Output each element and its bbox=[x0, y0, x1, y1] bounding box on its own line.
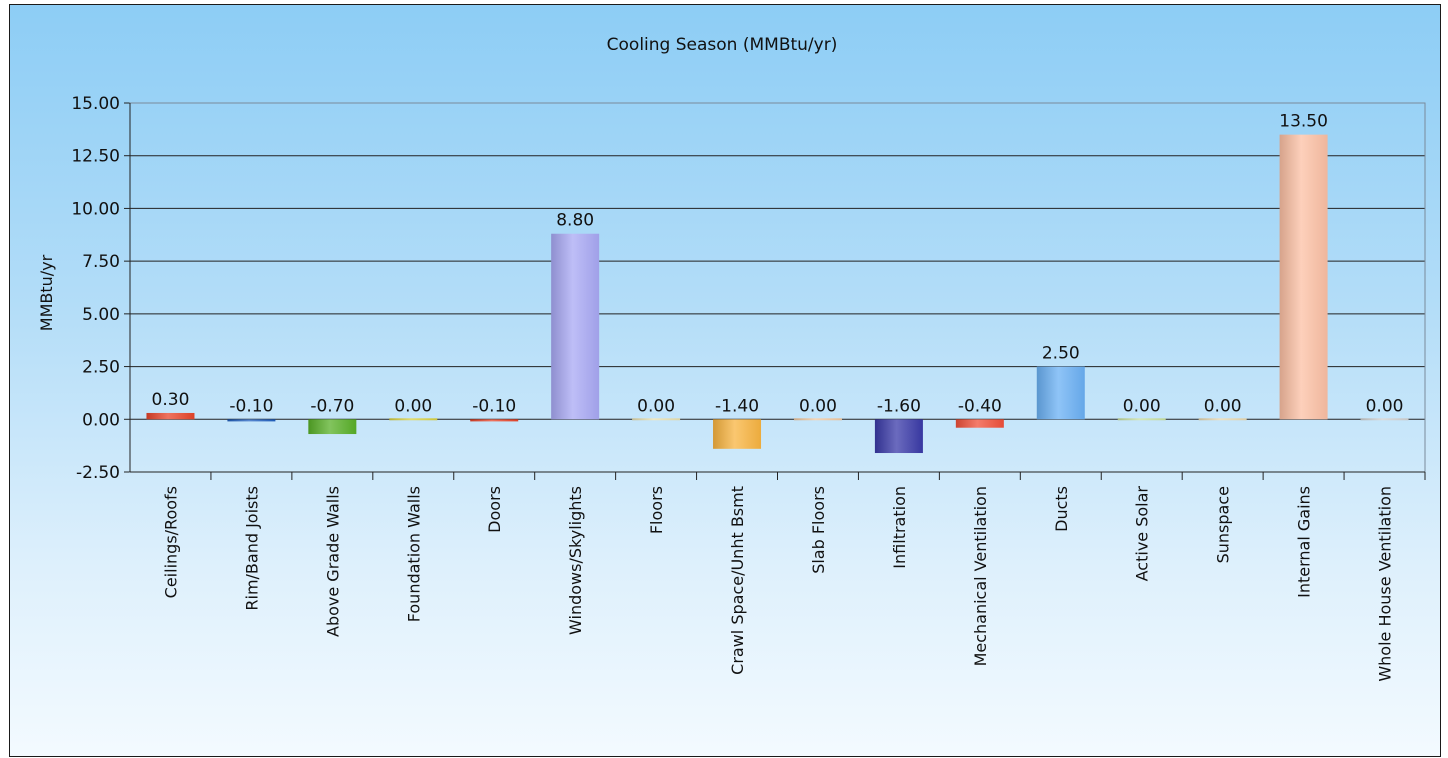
x-category-label: Whole House Ventilation bbox=[1376, 486, 1395, 682]
bar-value-label: -1.60 bbox=[877, 396, 921, 416]
x-category-label: Windows/Skylights bbox=[566, 486, 585, 635]
chart-title: Cooling Season (MMBtu/yr) bbox=[607, 35, 838, 55]
bar-value-label: 2.50 bbox=[1042, 344, 1080, 364]
bar bbox=[874, 419, 923, 454]
y-tick-label: 0.00 bbox=[82, 410, 120, 430]
plot-border bbox=[129, 102, 1426, 473]
x-category-label: Mechanical Ventilation bbox=[971, 486, 990, 666]
bar bbox=[1198, 418, 1247, 421]
bar-value-label: 0.00 bbox=[1123, 396, 1161, 416]
y-tick-label: 12.50 bbox=[71, 147, 120, 167]
y-tick-label: 2.50 bbox=[82, 358, 120, 378]
bar-value-label: 0.00 bbox=[1204, 396, 1242, 416]
bar-value-label: -0.40 bbox=[958, 396, 1002, 416]
bar bbox=[955, 419, 1004, 428]
bar-value-label: 0.00 bbox=[394, 396, 432, 416]
x-category-label: Crawl Space/Unht Bsmt bbox=[728, 486, 747, 675]
gridlines bbox=[130, 102, 1425, 473]
x-category-label: Internal Gains bbox=[1295, 486, 1314, 598]
bar bbox=[470, 419, 519, 422]
bar-value-label: -0.10 bbox=[229, 396, 273, 416]
bar bbox=[146, 412, 195, 420]
bar-value-label: 13.50 bbox=[1279, 112, 1328, 132]
bar bbox=[227, 419, 276, 422]
x-category-label: Foundation Walls bbox=[404, 486, 423, 622]
bar-value-label: 0.00 bbox=[799, 396, 837, 416]
y-axis-label: MMBtu/yr bbox=[37, 254, 56, 331]
x-category-label: Ducts bbox=[1052, 486, 1071, 532]
bar-value-label: 8.80 bbox=[556, 211, 594, 231]
bar bbox=[308, 419, 357, 435]
bar bbox=[793, 418, 842, 421]
bar bbox=[551, 233, 600, 420]
x-category-label: Slab Floors bbox=[809, 486, 828, 574]
chart-frame: Cooling Season (MMBtu/yr) MMBtu/yr 15.00… bbox=[9, 4, 1441, 757]
bar-value-label: 0.30 bbox=[152, 390, 190, 410]
x-category-label: Rim/Band Joists bbox=[242, 486, 261, 611]
y-tick-label: 10.00 bbox=[71, 199, 120, 219]
bar-value-label: -1.40 bbox=[715, 396, 759, 416]
x-category-label: Doors bbox=[485, 486, 504, 533]
bar bbox=[713, 419, 762, 449]
bar-value-label: 0.00 bbox=[1366, 396, 1404, 416]
labels: 15.00 12.50 10.00 7.50 5.00 2.50 0.00 -2.50 0.30… bbox=[71, 94, 1403, 682]
bar bbox=[1036, 366, 1085, 420]
y-tick-label: -2.50 bbox=[76, 463, 120, 483]
y-tick-label: 5.00 bbox=[82, 305, 120, 325]
x-category-label: Ceilings/Roofs bbox=[161, 486, 180, 598]
x-category-label: Above Grade Walls bbox=[323, 486, 342, 637]
y-tick-label: 15.00 bbox=[71, 94, 120, 114]
y-tick-label: 7.50 bbox=[82, 252, 120, 272]
x-category-label: Floors bbox=[647, 486, 666, 534]
x-category-label: Active Solar bbox=[1133, 486, 1152, 582]
bar-value-label: -0.10 bbox=[472, 396, 516, 416]
bar bbox=[632, 418, 681, 421]
bar-chart: Cooling Season (MMBtu/yr) MMBtu/yr 15.00… bbox=[37, 35, 1426, 682]
bar bbox=[1279, 134, 1328, 420]
bar bbox=[389, 418, 438, 421]
x-category-label: Sunspace bbox=[1214, 486, 1233, 563]
bar bbox=[1117, 418, 1166, 421]
bar-value-label: 0.00 bbox=[637, 396, 675, 416]
bars bbox=[146, 134, 1409, 454]
bar-value-label: -0.70 bbox=[310, 396, 354, 416]
x-category-label: Infiltration bbox=[890, 486, 909, 569]
axes bbox=[124, 102, 1426, 480]
bar bbox=[1360, 418, 1409, 421]
